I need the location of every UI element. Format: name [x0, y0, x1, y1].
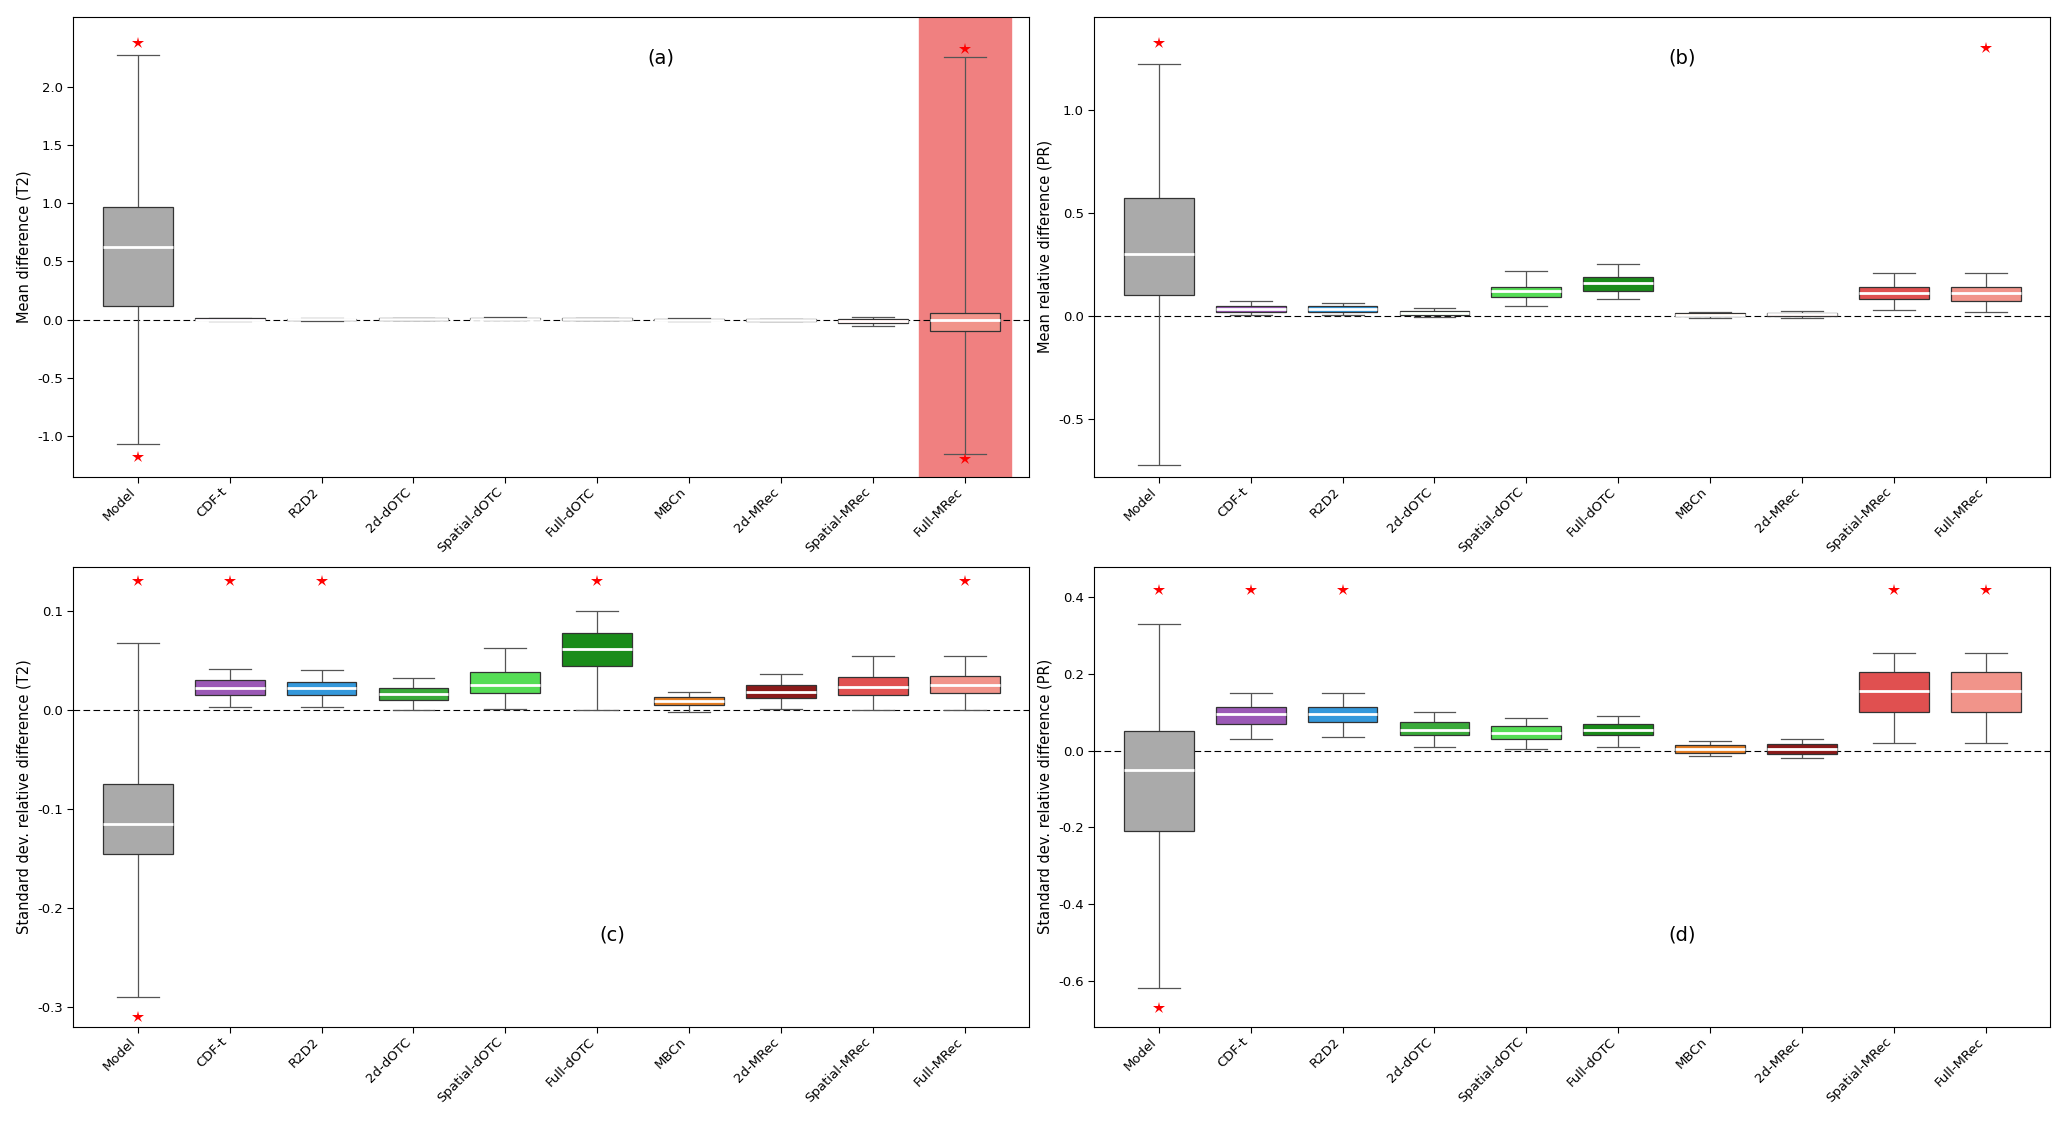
Bar	[746, 686, 816, 698]
Bar	[1215, 707, 1286, 724]
Text: (d): (d)	[1668, 926, 1695, 945]
Bar	[287, 682, 356, 696]
Y-axis label: Standard dev. relative difference (T2): Standard dev. relative difference (T2)	[17, 660, 31, 934]
Bar	[1124, 199, 1193, 295]
Bar	[1492, 726, 1561, 739]
Bar	[930, 677, 1000, 693]
Bar	[1767, 744, 1838, 754]
Bar	[562, 633, 633, 665]
Bar	[655, 697, 723, 705]
Bar	[1492, 287, 1561, 297]
Bar	[1308, 707, 1377, 721]
Bar	[1124, 732, 1193, 831]
Bar	[837, 319, 907, 323]
Text: (a): (a)	[647, 49, 674, 68]
Text: (c): (c)	[599, 926, 624, 945]
Bar	[1951, 287, 2022, 302]
Y-axis label: Mean difference (T2): Mean difference (T2)	[17, 171, 31, 323]
Bar	[1399, 721, 1470, 735]
Bar	[1676, 745, 1745, 753]
Y-axis label: Standard dev. relative difference (PR): Standard dev. relative difference (PR)	[1038, 659, 1052, 935]
Text: (b): (b)	[1668, 49, 1695, 68]
Bar	[1583, 724, 1654, 735]
Bar	[194, 680, 265, 696]
Y-axis label: Mean relative difference (PR): Mean relative difference (PR)	[1038, 140, 1052, 353]
Bar	[287, 319, 356, 320]
Bar	[930, 313, 1000, 331]
Bar	[1767, 313, 1838, 316]
Bar	[1858, 287, 1929, 300]
Bar	[378, 688, 449, 700]
Bar	[1399, 311, 1470, 315]
Bar	[194, 319, 265, 320]
Bar	[1951, 672, 2022, 712]
Bar	[378, 319, 449, 320]
Bar	[103, 206, 174, 305]
Bar	[1215, 305, 1286, 312]
Bar	[1676, 313, 1745, 316]
Bar	[103, 784, 174, 854]
Bar	[920, 17, 1011, 477]
Bar	[471, 672, 539, 693]
Bar	[1583, 277, 1654, 292]
Bar	[1308, 306, 1377, 312]
Bar	[837, 678, 907, 696]
Bar	[1858, 672, 1929, 712]
Bar	[471, 318, 539, 320]
Bar	[746, 320, 816, 321]
Bar	[562, 319, 633, 320]
